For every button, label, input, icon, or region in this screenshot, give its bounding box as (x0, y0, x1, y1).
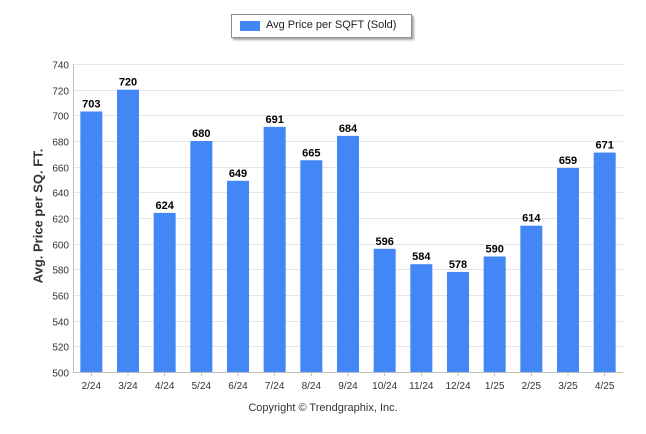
x-tick-label: 5/24 (192, 381, 212, 392)
data-label: 659 (559, 155, 577, 167)
y-tick-label: 700 (52, 112, 69, 123)
y-tick-label: 500 (52, 369, 69, 380)
data-label: 584 (412, 251, 431, 263)
data-label: 671 (595, 140, 613, 152)
copyright-text: Copyright © Trendgraphix, Inc. (248, 402, 398, 414)
legend-label: Avg Price per SQFT (Sold) (266, 19, 397, 31)
bar (80, 111, 103, 372)
y-tick-label: 560 (52, 292, 69, 303)
bar (520, 225, 543, 372)
legend-swatch (240, 21, 260, 31)
y-tick-label: 580 (52, 266, 69, 277)
bar (190, 141, 213, 372)
y-tick-label: 680 (52, 138, 69, 149)
x-tick-label: 6/24 (228, 381, 248, 392)
y-tick-label: 540 (52, 318, 69, 329)
y-tick-label: 720 (52, 87, 69, 98)
data-label: 684 (339, 123, 358, 135)
bar (593, 152, 616, 372)
data-label: 596 (375, 236, 393, 248)
y-tick-label: 520 (52, 343, 69, 354)
data-label: 703 (82, 98, 100, 110)
x-tick-label: 2/24 (82, 381, 102, 392)
y-tick-label: 660 (52, 164, 69, 175)
data-label: 578 (449, 259, 467, 271)
data-label: 624 (155, 200, 174, 212)
y-tick-label: 600 (52, 241, 69, 252)
data-label: 614 (522, 213, 541, 225)
x-tick-label: 1/25 (485, 381, 505, 392)
bar (153, 212, 176, 372)
data-label: 649 (229, 168, 247, 180)
bar (337, 135, 359, 372)
x-tick-label: 8/24 (302, 381, 322, 392)
data-label: 665 (302, 147, 320, 159)
x-tick-label: 9/24 (338, 381, 358, 392)
bar (483, 256, 506, 372)
bar (263, 126, 286, 372)
data-label: 720 (119, 77, 137, 89)
bar (227, 180, 249, 372)
x-tick-label: 10/24 (372, 381, 397, 392)
bar (117, 89, 139, 373)
x-tick-label: 3/24 (118, 381, 138, 392)
bar (447, 271, 469, 372)
bar (300, 160, 323, 372)
bar (410, 264, 433, 372)
x-tick-label: 12/24 (445, 381, 470, 392)
bar (373, 248, 396, 372)
data-label: 590 (485, 244, 503, 256)
x-tick-label: 2/25 (522, 381, 542, 392)
x-tick-label: 4/24 (155, 381, 175, 392)
y-tick-label: 640 (52, 189, 69, 200)
data-label: 680 (192, 128, 210, 140)
bar (557, 167, 579, 372)
data-label: 691 (265, 114, 283, 126)
x-tick-label: 3/25 (558, 381, 578, 392)
y-tick-label: 740 (52, 61, 69, 72)
x-tick-label: 4/25 (595, 381, 615, 392)
x-tick-label: 11/24 (409, 381, 434, 392)
x-tick-label: 7/24 (265, 381, 285, 392)
y-tick-label: 620 (52, 215, 69, 226)
legend: Avg Price per SQFT (Sold) (231, 14, 412, 38)
